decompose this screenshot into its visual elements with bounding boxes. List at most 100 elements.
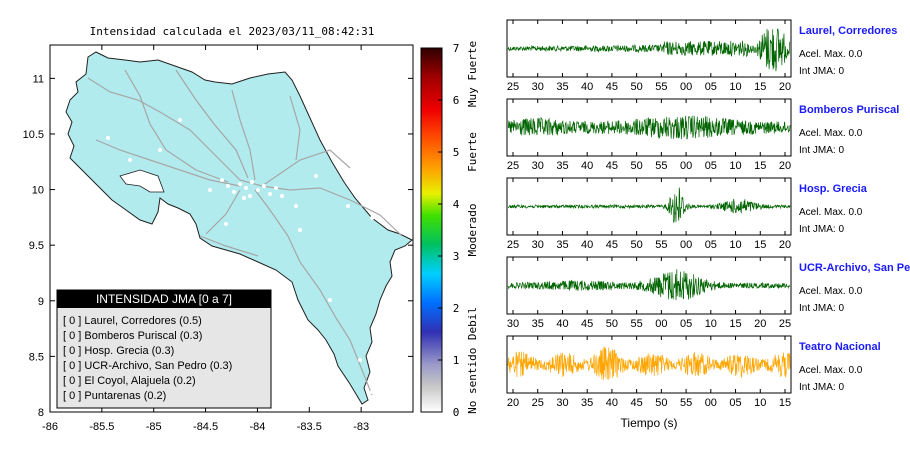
waveform-tick-label: 05: [680, 318, 692, 330]
waveform-tick-label: 55: [680, 397, 692, 409]
int-jma-label: Int JMA: 0: [799, 66, 844, 77]
waveform-tick-label: 15: [779, 397, 791, 409]
acel-max-label: Acel. Max. 0.0: [799, 365, 863, 376]
waveform-tick-label: 55: [631, 318, 643, 330]
waveform-panel: 25 30 35 40 45 50 55 00 05 10 15 20 Bomberos Purisca…: [506, 98, 899, 172]
station-name: Laurel, Corredores: [799, 25, 897, 37]
waveform-tick-label: 25: [532, 397, 544, 409]
waveform-tick-label: 00: [680, 239, 692, 251]
map-y-tick-label: 11: [33, 73, 44, 85]
waveform-tick-label: 50: [631, 239, 643, 251]
waveform-tick-label: 20: [779, 160, 791, 172]
waveform-tick-label: 00: [705, 397, 717, 409]
waveform-tick-label: 10: [729, 239, 741, 251]
waveform-tick-label: 25: [779, 318, 791, 330]
map-x-tick-label: -86: [42, 421, 58, 433]
waveform-tick-label: 00: [655, 318, 667, 330]
waveform-panels: 25 30 35 40 45 50 55 00 05 10 15 20 Laurel, Corredor…: [506, 19, 910, 409]
waveform-trace: [507, 115, 791, 140]
waveform-tick-label: 55: [655, 239, 667, 251]
waveform-tick-label: 55: [655, 160, 667, 172]
waveform-xlabel: Tiempo (s): [621, 416, 678, 430]
station-name: Bomberos Puriscal: [799, 104, 899, 116]
waveform-tick-label: 30: [532, 160, 544, 172]
waveform-tick-label: 55: [655, 81, 667, 93]
int-jma-label: Int JMA: 0: [799, 382, 844, 393]
legend-item: [ 0 ] Bomberos Puriscal (0.3): [63, 330, 202, 342]
waveform-tick-label: 10: [729, 160, 741, 172]
legend-item: [ 0 ] Hosp. Grecia (0.3): [63, 345, 174, 357]
waveform-tick-label: 10: [705, 318, 717, 330]
waveform-frame: [506, 335, 792, 394]
costa-rica-land: [65, 51, 413, 405]
waveform-panel: 30 35 40 45 50 55 00 05 10 15 20 25 UCR-Archivo, San…: [506, 256, 910, 330]
waveform-tick-label: 20: [507, 397, 519, 409]
waveform-tick-label: 35: [532, 318, 544, 330]
waveform-tick-label: 20: [779, 81, 791, 93]
map-y-tick-label: 8.5: [29, 351, 44, 363]
map-y-tick-label: 10.5: [23, 129, 44, 141]
station-dots: [106, 118, 374, 394]
waveform-tick-label: 15: [754, 81, 766, 93]
acel-max-label: Acel. Max. 0.0: [799, 207, 863, 218]
waveform-tick-label: 40: [581, 239, 593, 251]
map-y-tick-label: 9.5: [29, 240, 44, 252]
waveform-panel: 25 30 35 40 45 50 55 00 05 10 15 20 Laurel, Corredor…: [506, 19, 897, 93]
int-jma-label: Int JMA: 0: [799, 303, 844, 314]
waveform-tick-label: 20: [754, 318, 766, 330]
map-x-tick-label: -85.5: [89, 421, 114, 433]
map-title: Intensidad calculada el 2023/03/11_08:42…: [90, 25, 375, 38]
map-x-tick-label: -83.5: [297, 421, 322, 433]
waveform-tick-label: 40: [606, 397, 618, 409]
waveform-tick-label: 35: [581, 397, 593, 409]
waveform-tick-label: 15: [754, 160, 766, 172]
map-x-tick-label: -84.5: [193, 421, 218, 433]
colorbar-level-label: Moderado: [466, 204, 479, 257]
waveform-tick-label: 30: [532, 81, 544, 93]
waveform-tick-label: 50: [606, 318, 618, 330]
legend-item: [ 0 ] El Coyol, Alajuela (0.2): [63, 375, 196, 387]
map-x-tick-label: -84: [249, 421, 265, 433]
waveform-tick-label: 35: [556, 239, 568, 251]
waveform-trace: [507, 187, 791, 223]
acel-max-label: Acel. Max. 0.0: [799, 128, 863, 139]
int-jma-label: Int JMA: 0: [799, 224, 844, 235]
colorbar-tick-label: 1: [453, 354, 460, 367]
station-name: Hosp. Grecia: [799, 183, 868, 195]
waveform-tick-label: 50: [655, 397, 667, 409]
colorbar-tick-label: 0: [453, 406, 460, 419]
map-y-tick-label: 8: [38, 407, 44, 419]
map-y-tick-label: 9: [38, 296, 44, 308]
waveform-tick-label: 05: [705, 160, 717, 172]
station-name: Teatro Nacional: [799, 341, 881, 353]
colorbar-tick-label: 6: [453, 94, 460, 107]
colorbar-tick-label: 7: [453, 42, 460, 55]
waveform-tick-label: 30: [507, 318, 519, 330]
map-y-tick-label: 10: [32, 185, 44, 197]
colorbar-level-label: Fuerte: [466, 132, 479, 172]
waveform-tick-label: 10: [729, 81, 741, 93]
nicoya-gulf: [119, 169, 165, 193]
colorbar-level-label: Muy Fuerte: [466, 41, 479, 107]
waveform-tick-label: 45: [606, 160, 618, 172]
waveform-panel: 25 30 35 40 45 50 55 00 05 10 15 20 Hosp. Grecia Acel…: [506, 177, 868, 251]
waveform-trace: [507, 346, 791, 380]
waveform-tick-label: 35: [556, 160, 568, 172]
waveform-tick-label: 10: [754, 397, 766, 409]
waveform-tick-label: 00: [680, 160, 692, 172]
waveform-tick-label: 50: [631, 160, 643, 172]
waveform-trace: [507, 28, 791, 72]
waveform-tick-label: 40: [556, 318, 568, 330]
map-x-tick-label: -83: [353, 421, 369, 433]
waveform-tick-label: 00: [680, 81, 692, 93]
colorbar-tick-label: 3: [453, 250, 460, 263]
waveform-tick-label: 05: [705, 81, 717, 93]
colorbar-tick-label: 5: [453, 146, 460, 159]
legend-header: INTENSIDAD JMA [0 a 7]: [96, 292, 232, 306]
waveform-tick-label: 45: [631, 397, 643, 409]
waveform-tick-label: 40: [581, 160, 593, 172]
colorbar-level-label: Debil: [466, 307, 479, 340]
waveform-tick-label: 30: [556, 397, 568, 409]
legend-item: [ 0 ] Laurel, Corredores (0.5): [63, 315, 202, 327]
